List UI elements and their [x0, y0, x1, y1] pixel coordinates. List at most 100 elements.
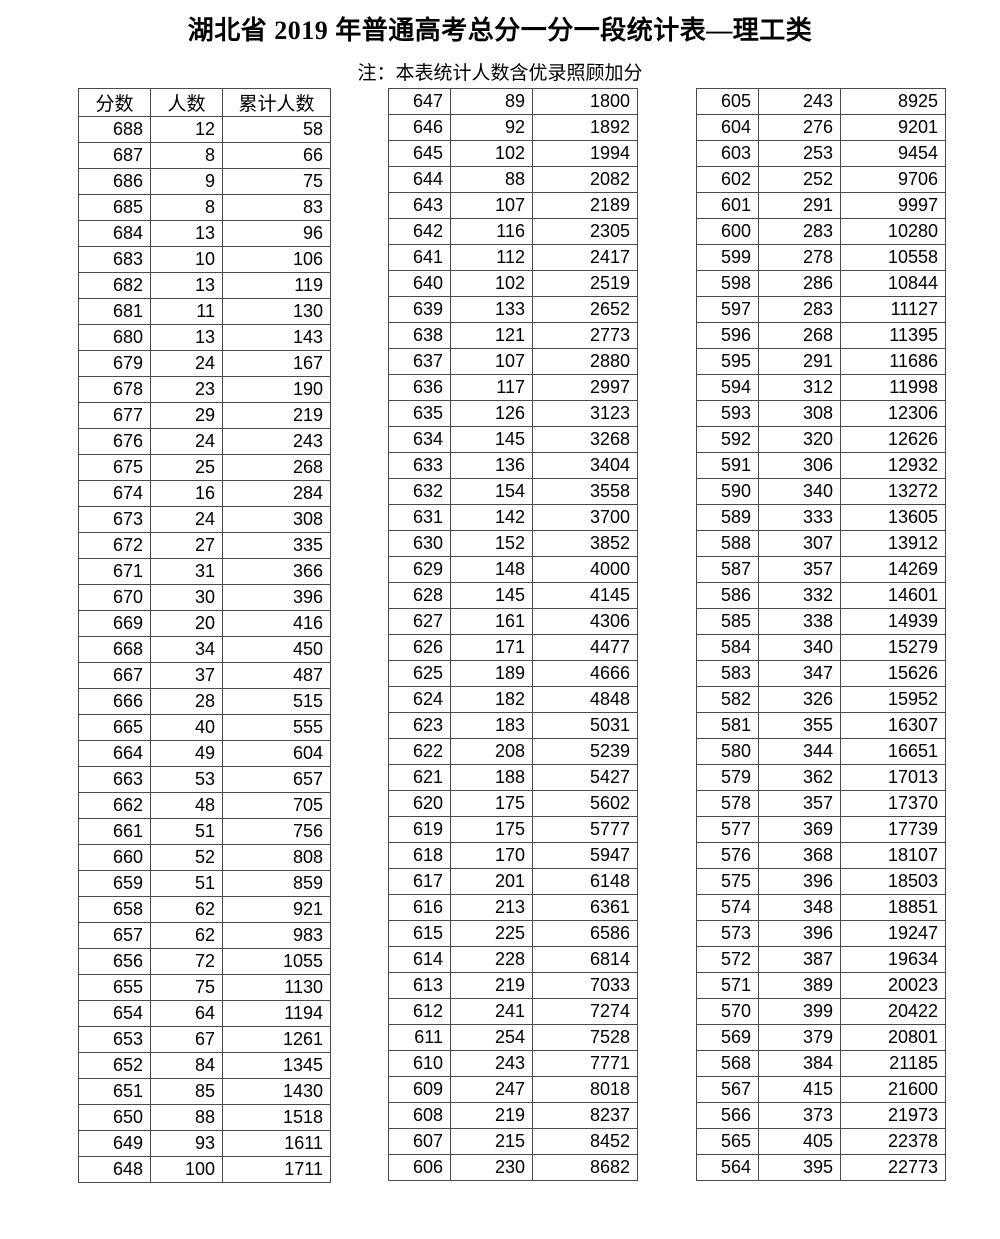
cumulative-cell: 2773 [532, 322, 638, 349]
table-row: 675 25 268 [78, 454, 331, 481]
score-cell: 569 [696, 1024, 759, 1051]
cumulative-cell: 167 [222, 350, 331, 377]
score-cell: 598 [696, 270, 759, 297]
score-cell: 650 [78, 1104, 151, 1131]
table-row: 587 357 14269 [696, 556, 946, 583]
cumulative-cell: 2417 [532, 244, 638, 271]
score-cell: 572 [696, 946, 759, 973]
cumulative-cell: 219 [222, 402, 331, 429]
cumulative-cell: 9706 [840, 166, 946, 193]
table-row: 592 320 12626 [696, 426, 946, 453]
score-cell: 621 [388, 764, 451, 791]
score-cell: 575 [696, 868, 759, 895]
cumulative-cell: 17013 [840, 764, 946, 791]
score-cell: 681 [78, 298, 151, 325]
count-cell: 30 [150, 584, 223, 611]
table-body-left: 688 12 58 687 8 66 686 9 75 685 8 83 684 13 96 683 10 106… [78, 116, 331, 1183]
count-cell: 241 [450, 998, 533, 1025]
score-cell: 573 [696, 920, 759, 947]
cumulative-cell: 14939 [840, 608, 946, 635]
table-row: 620 175 5602 [388, 790, 638, 817]
count-cell: 117 [450, 374, 533, 401]
score-cell: 663 [78, 766, 151, 793]
table-row: 634 145 3268 [388, 426, 638, 453]
score-cell: 670 [78, 584, 151, 611]
count-cell: 215 [450, 1128, 533, 1155]
count-cell: 338 [758, 608, 841, 635]
count-cell: 247 [450, 1076, 533, 1103]
table-row: 643 107 2189 [388, 192, 638, 219]
header-count: 人数 [150, 88, 223, 117]
table-row: 671 31 366 [78, 558, 331, 585]
score-cell: 610 [388, 1050, 451, 1077]
count-cell: 189 [450, 660, 533, 687]
score-cell: 641 [388, 244, 451, 271]
score-cell: 676 [78, 428, 151, 455]
score-cell: 659 [78, 870, 151, 897]
score-cell: 602 [696, 166, 759, 193]
count-cell: 208 [450, 738, 533, 765]
table-row: 686 9 75 [78, 168, 331, 195]
cumulative-cell: 11395 [840, 322, 946, 349]
table-row: 606 230 8682 [388, 1154, 638, 1181]
score-cell: 639 [388, 296, 451, 323]
cumulative-cell: 4477 [532, 634, 638, 661]
table-row: 644 88 2082 [388, 166, 638, 193]
table-row: 610 243 7771 [388, 1050, 638, 1077]
cumulative-cell: 3700 [532, 504, 638, 531]
cumulative-cell: 487 [222, 662, 331, 689]
count-cell: 161 [450, 608, 533, 635]
score-cell: 647 [388, 88, 451, 115]
count-cell: 152 [450, 530, 533, 557]
table-row: 623 183 5031 [388, 712, 638, 739]
cumulative-cell: 3268 [532, 426, 638, 453]
table-row: 584 340 15279 [696, 634, 946, 661]
score-cell: 687 [78, 142, 151, 169]
score-cell: 626 [388, 634, 451, 661]
score-cell: 658 [78, 896, 151, 923]
score-cell: 628 [388, 582, 451, 609]
table-row: 576 368 18107 [696, 842, 946, 869]
cumulative-cell: 13605 [840, 504, 946, 531]
count-cell: 415 [758, 1076, 841, 1103]
cumulative-cell: 1892 [532, 114, 638, 141]
cumulative-cell: 3558 [532, 478, 638, 505]
score-cell: 567 [696, 1076, 759, 1103]
count-cell: 182 [450, 686, 533, 713]
count-cell: 89 [450, 88, 533, 115]
count-cell: 107 [450, 192, 533, 219]
cumulative-cell: 4000 [532, 556, 638, 583]
table-row: 682 13 119 [78, 272, 331, 299]
score-cell: 611 [388, 1024, 451, 1051]
score-cell: 564 [696, 1154, 759, 1181]
score-cell: 642 [388, 218, 451, 245]
count-cell: 40 [150, 714, 223, 741]
count-cell: 384 [758, 1050, 841, 1077]
count-cell: 332 [758, 582, 841, 609]
score-cell: 652 [78, 1052, 151, 1079]
score-table-right: 605 243 8925 604 276 9201 603 253 9454 602 252 9706… [696, 88, 946, 1181]
cumulative-cell: 16651 [840, 738, 946, 765]
count-cell: 368 [758, 842, 841, 869]
table-row: 636 117 2997 [388, 374, 638, 401]
score-cell: 625 [388, 660, 451, 687]
cumulative-cell: 17739 [840, 816, 946, 843]
cumulative-cell: 6361 [532, 894, 638, 921]
count-cell: 228 [450, 946, 533, 973]
score-cell: 619 [388, 816, 451, 843]
score-cell: 653 [78, 1026, 151, 1053]
count-cell: 84 [150, 1052, 223, 1079]
table-row: 566 373 21973 [696, 1102, 946, 1129]
table-row: 578 357 17370 [696, 790, 946, 817]
score-cell: 664 [78, 740, 151, 767]
cumulative-cell: 2519 [532, 270, 638, 297]
table-row: 677 29 219 [78, 402, 331, 429]
cumulative-cell: 66 [222, 142, 331, 169]
count-cell: 333 [758, 504, 841, 531]
table-row: 603 253 9454 [696, 140, 946, 167]
score-cell: 683 [78, 246, 151, 273]
count-cell: 230 [450, 1154, 533, 1181]
header-score: 分数 [78, 88, 151, 117]
table-row: 567 415 21600 [696, 1076, 946, 1103]
score-cell: 666 [78, 688, 151, 715]
